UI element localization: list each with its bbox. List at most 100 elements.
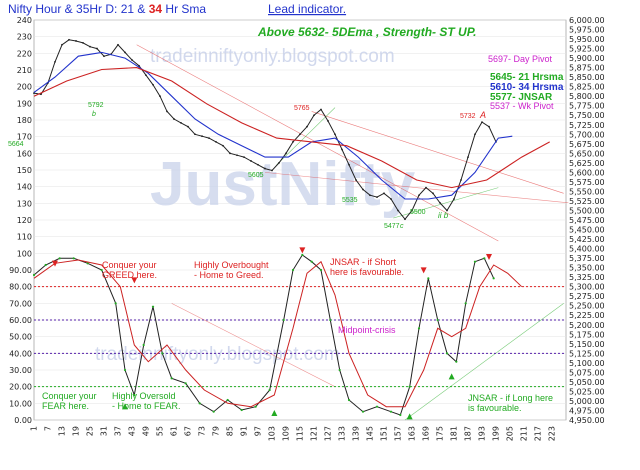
annotation-fear: Conquer your FEAR here.	[42, 391, 97, 411]
price-point	[152, 83, 154, 86]
right-tick-label: 5,625.00	[569, 159, 605, 168]
price-point	[320, 108, 322, 111]
oscillator-layer	[32, 253, 523, 417]
x-tick-label: 55	[156, 426, 165, 436]
wave-label-c: c	[400, 223, 404, 230]
oscillator-point	[417, 327, 421, 330]
right-tick-label: 5,000.00	[569, 397, 605, 406]
right-tick-label: 5,200.00	[569, 321, 605, 330]
x-tick-label: 37	[114, 426, 123, 436]
x-tick-label: 223	[548, 426, 557, 441]
x-tick-label: 157	[394, 426, 403, 441]
price-point	[369, 194, 371, 197]
oscillator-point	[455, 360, 458, 363]
price-point	[488, 125, 490, 128]
watermark-big-text: JustNifty	[150, 150, 416, 219]
x-tick-label: 187	[464, 426, 473, 441]
x-tick-label: 121	[310, 426, 319, 441]
oscillator-point	[492, 277, 495, 280]
left-tick-label: 140	[17, 183, 32, 192]
left-tick-label: 170	[17, 133, 32, 142]
oscillator-point	[399, 413, 402, 417]
series-line-34-hr-sma	[33, 67, 550, 189]
trendline	[171, 303, 336, 387]
oscillator-point	[226, 398, 229, 402]
annotation-line: Highly Oversold	[112, 391, 176, 401]
price-point	[131, 59, 133, 61]
price-point	[460, 179, 462, 181]
right-tick-label: 5,125.00	[569, 349, 605, 358]
price-point	[243, 156, 245, 159]
right-tick-label: 5,375.00	[569, 254, 605, 263]
wave-label-ii-b: ii b	[438, 211, 449, 220]
arrow-up-icon	[448, 373, 455, 380]
x-tick-label: 139	[352, 426, 361, 441]
right-tick-label: 5,875.00	[569, 64, 605, 73]
left-tick-label: 50.00	[9, 333, 32, 342]
x-tick-label: 19	[72, 426, 81, 436]
price-point	[425, 186, 427, 189]
price-point	[257, 163, 259, 166]
annotation-line: - Home to Greed.	[194, 270, 264, 280]
x-tick-label: 163	[408, 426, 417, 441]
right-tick-label: 4,975.00	[569, 406, 605, 415]
price-point	[145, 74, 147, 77]
annotation-jnsar-long: JNSAR - if Long here is favourable.	[468, 393, 553, 413]
right-tick-label: 5,425.00	[569, 235, 605, 244]
lead-indicator-link[interactable]: Lead indicator.	[268, 2, 346, 16]
oscillator-point	[436, 318, 439, 322]
oscillator-line-fast	[33, 254, 495, 416]
title-prefix: Nifty Hour & 35Hr D: 21 &	[8, 2, 149, 16]
price-point	[446, 209, 448, 212]
oscillator-point	[58, 257, 61, 260]
left-tick-label: 160	[17, 149, 32, 158]
right-tick-label: 5,275.00	[569, 292, 605, 301]
arrow-up-icon	[406, 413, 413, 420]
x-tick-label: 7	[44, 426, 53, 431]
oscillator-point	[142, 343, 145, 347]
price-point	[376, 196, 378, 199]
left-tick-label: 150	[17, 166, 32, 175]
price-label-5765: 5765	[294, 105, 310, 112]
right-tick-label: 5,700.00	[569, 130, 605, 139]
price-point	[348, 163, 350, 166]
price-point	[61, 43, 63, 46]
right-tick-label: 5,050.00	[569, 378, 605, 387]
oscillator-point	[170, 377, 173, 380]
x-tick-label: 1	[30, 426, 39, 431]
price-point	[96, 47, 98, 50]
price-point	[432, 192, 434, 195]
price-point	[117, 43, 119, 46]
annotation-overbought: Highly Overbought - Home to Greed.	[194, 260, 269, 280]
x-tick-label: 91	[240, 426, 249, 436]
price-point	[334, 133, 336, 136]
left-tick-label: 20.00	[9, 383, 32, 392]
left-tick-label: 60.00	[9, 316, 32, 325]
right-tick-label: 5,650.00	[569, 149, 605, 158]
price-point	[194, 133, 196, 136]
price-point	[397, 209, 399, 212]
hrsma21-label: 5645- 21 Hrsma	[490, 72, 564, 83]
x-tick-label: 193	[478, 426, 487, 441]
oscillator-point	[282, 318, 285, 322]
oscillator-point	[268, 388, 271, 392]
oscillator-point	[44, 263, 47, 267]
right-tick-label: 5,350.00	[569, 264, 605, 273]
trendline	[311, 111, 564, 194]
price-point	[236, 154, 238, 157]
oscillator-point	[338, 368, 341, 372]
oscillator-point	[123, 368, 127, 372]
price-label-5477: 5477	[384, 223, 400, 230]
right-tick-label: 5,025.00	[569, 387, 605, 396]
price-label-5664: 5664	[8, 141, 24, 148]
x-tick-label: 103	[268, 426, 277, 441]
x-tick-label: 31	[100, 426, 109, 436]
right-tick-label: 5,725.00	[569, 121, 605, 130]
price-point	[264, 167, 266, 170]
left-tick-label: 190	[17, 99, 32, 108]
right-tick-label: 5,250.00	[569, 302, 605, 311]
price-point	[313, 114, 315, 117]
price-point	[418, 194, 420, 197]
right-tick-label: 5,925.00	[569, 45, 605, 54]
right-tick-label: 5,975.00	[569, 26, 605, 35]
